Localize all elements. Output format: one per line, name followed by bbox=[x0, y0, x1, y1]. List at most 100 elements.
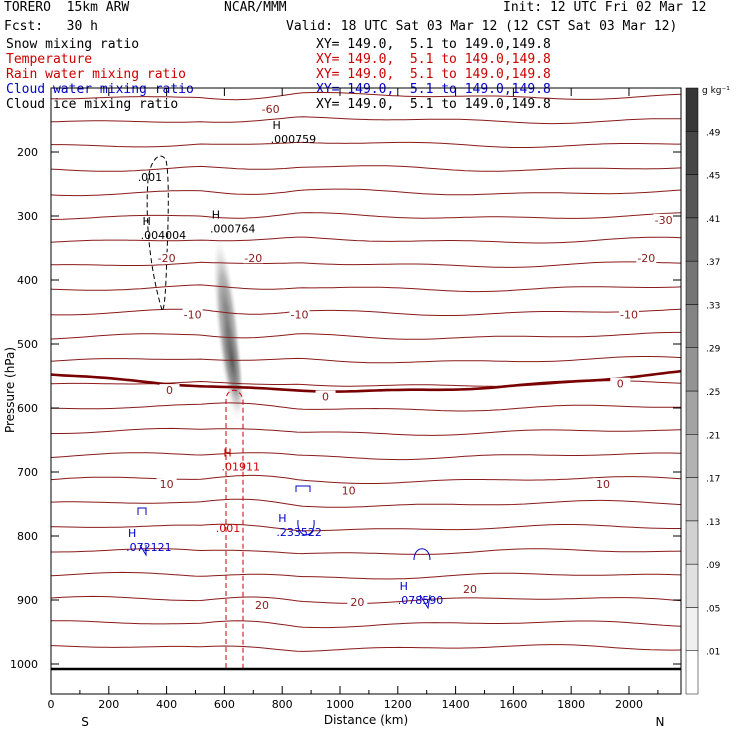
temperature-label: 0 bbox=[617, 378, 624, 391]
maximum-value: .000759 bbox=[271, 133, 317, 146]
legend-label: Temperature bbox=[6, 52, 93, 67]
y-tick-label: 200 bbox=[17, 146, 38, 159]
temperature-label-bg bbox=[260, 103, 281, 115]
legend-label: Cloud water mixing ratio bbox=[6, 82, 194, 97]
cloud-water-contour bbox=[295, 485, 315, 536]
temperature-label: -20 bbox=[637, 252, 655, 265]
legend-label: Rain water mixing ratio bbox=[6, 67, 187, 82]
isotherm-line bbox=[51, 91, 681, 101]
temperature-label: -20 bbox=[158, 252, 176, 265]
maximum-marker: H bbox=[278, 512, 286, 525]
maximum-marker: H bbox=[142, 215, 150, 228]
temperature-label-bg bbox=[347, 595, 368, 607]
temperature-label-bg bbox=[156, 478, 177, 490]
valid-time: Valid: 18 UTC Sat 03 Mar 12 (12 CST Sat … bbox=[286, 19, 678, 34]
maximum-marker: H bbox=[128, 527, 136, 540]
x-tick-label: 0 bbox=[48, 698, 55, 711]
south-label: S bbox=[81, 715, 89, 729]
x-tick-label: 1200 bbox=[384, 698, 412, 711]
colorbar-segment bbox=[685, 520, 699, 565]
maximum-value: .072121 bbox=[126, 541, 171, 554]
center-name: NCAR/MMM bbox=[224, 0, 287, 15]
colorbar-label: .33 bbox=[706, 301, 720, 311]
isotherm-line bbox=[51, 116, 681, 125]
forecast-hour: Fcst: 30 h bbox=[4, 19, 98, 34]
isotherm-line bbox=[51, 523, 681, 532]
y-axis-label: Pressure (hPa) bbox=[3, 347, 17, 433]
x-axis-label: Distance (km) bbox=[324, 713, 408, 727]
temperature-label: 0 bbox=[166, 384, 173, 397]
maximum-value: .233522 bbox=[276, 526, 322, 539]
contour-label: .001 bbox=[138, 171, 163, 184]
maximum-value: .078590 bbox=[398, 594, 444, 607]
temperature-label: 10 bbox=[596, 478, 610, 491]
temperature-label-bg bbox=[338, 484, 359, 496]
model-name: TORERO 15km ARW bbox=[4, 0, 130, 15]
temperature-label: 20 bbox=[255, 599, 269, 612]
maximum-value: .01911 bbox=[222, 460, 260, 473]
x-tick-label: 2000 bbox=[615, 698, 643, 711]
colorbar-label: .01 bbox=[706, 648, 720, 658]
maximum-value: .000764 bbox=[210, 222, 256, 235]
colorbar-segment bbox=[685, 87, 699, 132]
maximum-value: .004004 bbox=[141, 229, 187, 242]
y-tick-label: 800 bbox=[17, 530, 38, 543]
colorbar-segment bbox=[685, 390, 699, 435]
cloud-water-contour bbox=[137, 507, 147, 557]
colorbar-segment bbox=[685, 260, 699, 305]
isotherm-line bbox=[51, 188, 681, 197]
temperature-label: 20 bbox=[350, 596, 364, 609]
legend-xy: XY= 149.0, 5.1 to 149.0,149.8 bbox=[316, 37, 551, 52]
colorbar-label: .05 bbox=[706, 604, 720, 614]
colorbar-segment bbox=[685, 347, 699, 392]
y-tick-label: 300 bbox=[17, 210, 38, 223]
temperature-label-bg bbox=[156, 252, 177, 264]
plot-frame bbox=[50, 87, 682, 695]
colorbar-segment bbox=[685, 650, 699, 695]
isotherm-line bbox=[51, 498, 681, 508]
isotherm-line bbox=[51, 571, 681, 580]
temperature-label: -10 bbox=[291, 309, 309, 322]
isotherm-line bbox=[51, 356, 681, 364]
north-label: N bbox=[656, 715, 665, 729]
x-tick-label: 1600 bbox=[499, 698, 527, 711]
temperature-label-bg bbox=[653, 213, 674, 225]
isotherm-line bbox=[51, 474, 681, 484]
colorbar-segment bbox=[685, 477, 699, 522]
isotherm-line bbox=[51, 644, 681, 652]
temperature-label: 0 bbox=[322, 390, 329, 403]
temperature-label: -10 bbox=[620, 309, 638, 322]
y-tick-label: 900 bbox=[17, 594, 38, 607]
x-tick-label: 400 bbox=[156, 698, 177, 711]
x-tick-label: 600 bbox=[214, 698, 235, 711]
isotherm-line bbox=[51, 331, 681, 340]
isotherm-line bbox=[51, 236, 681, 244]
temperature-label-bg bbox=[182, 308, 203, 320]
colorbar-segment bbox=[685, 131, 699, 175]
isotherm-line bbox=[51, 212, 681, 220]
x-tick-label: 200 bbox=[98, 698, 119, 711]
isotherm-line bbox=[51, 548, 681, 555]
colorbar-label: .13 bbox=[706, 518, 720, 528]
isotherm-line bbox=[51, 427, 681, 436]
maximum-marker: H bbox=[212, 208, 220, 221]
maximum-marker: H bbox=[223, 446, 231, 459]
colorbar-segment bbox=[685, 607, 699, 651]
colorbar-unit: g kg⁻¹ bbox=[702, 86, 730, 96]
x-tick-label: 1800 bbox=[557, 698, 585, 711]
x-tick-label: 1000 bbox=[326, 698, 354, 711]
temperature-label: 20 bbox=[463, 583, 477, 596]
maximum-marker: H bbox=[272, 119, 280, 132]
colorbar-label: .45 bbox=[706, 172, 720, 182]
legend-xy: XY= 149.0, 5.1 to 149.0,149.8 bbox=[316, 67, 551, 82]
colorbar-label: .25 bbox=[706, 388, 720, 398]
isotherm-line bbox=[51, 402, 681, 412]
colorbar-label: .09 bbox=[706, 561, 721, 571]
colorbar-label: .17 bbox=[706, 475, 720, 485]
y-tick-label: 400 bbox=[17, 274, 38, 287]
legend-xy: XY= 149.0, 5.1 to 149.0,149.8 bbox=[316, 82, 551, 97]
colorbar-segment bbox=[685, 174, 699, 219]
colorbar-segment bbox=[685, 304, 699, 348]
temperature-label-bg bbox=[618, 308, 639, 320]
